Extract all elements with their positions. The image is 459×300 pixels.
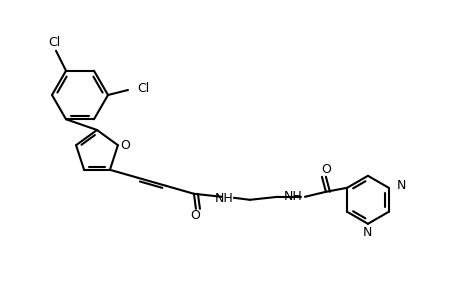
- Text: O: O: [190, 209, 199, 222]
- Text: NH: NH: [283, 190, 302, 203]
- Text: Cl: Cl: [48, 36, 60, 49]
- Text: NH: NH: [214, 192, 233, 205]
- Text: O: O: [320, 163, 330, 176]
- Text: N: N: [396, 179, 405, 192]
- Text: O: O: [120, 139, 129, 152]
- Text: N: N: [363, 226, 372, 239]
- Text: Cl: Cl: [137, 82, 149, 94]
